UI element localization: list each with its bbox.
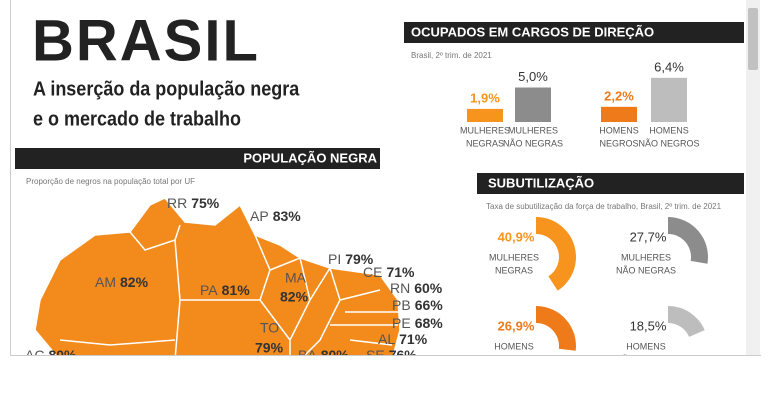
state-code: PA [200, 282, 218, 298]
scrollbar[interactable] [746, 0, 760, 355]
state-label: AL 71% [378, 331, 428, 347]
state-code: RR [167, 195, 187, 211]
category-label: MULHERES [621, 252, 671, 262]
donut-label: 26,9% [498, 318, 535, 333]
state-code: CE [363, 264, 382, 280]
state-code: AC [25, 347, 44, 363]
donut-arc [536, 306, 576, 351]
donut-arc [668, 217, 708, 264]
category-label: NÃO NEGROS [615, 354, 676, 364]
category-label: HOMENS [599, 125, 639, 135]
donut-label: 18,5% [630, 318, 667, 333]
subtitle: e o mercado de trabalho [33, 108, 241, 130]
category-label: MULHERES [460, 125, 510, 135]
note: Brasil, 2º trim. de 2021 [411, 51, 492, 60]
bar-label: 5,0% [518, 69, 548, 84]
state-label: AM 82% [95, 274, 149, 290]
state-code: AP [250, 208, 269, 224]
section-bar [404, 22, 744, 43]
state-code: TO [260, 320, 279, 336]
state-label: PA 81% [200, 282, 250, 298]
state-label: PE 68% [392, 315, 443, 331]
state-label: PI 79% [328, 251, 374, 267]
state-label: AP 83% [250, 208, 301, 224]
category-label: NÃO NEGRAS [616, 265, 676, 275]
map [34, 197, 401, 355]
bar-label: 2,2% [604, 88, 634, 103]
state-code: RN [390, 280, 410, 296]
state-pct: 82% [120, 274, 149, 290]
state-code: SE [366, 347, 385, 363]
frame-left [10, 0, 11, 356]
bar [515, 87, 551, 122]
donut-arc [536, 217, 576, 291]
bar [467, 108, 503, 122]
state-pct: 75% [191, 195, 220, 211]
state-pct: 81% [222, 282, 251, 298]
state-label: RN 60% [390, 280, 443, 296]
subtitle: A inserção da população negra [33, 78, 300, 100]
state-label: RR 75% [167, 195, 220, 211]
bar-label: 6,4% [654, 59, 684, 74]
state-code: BA [298, 347, 317, 363]
state-code: PB [392, 297, 411, 313]
section-heading: OCUPADOS EM CARGOS DE DIREÇÃO [411, 24, 654, 39]
state-label: PB 66% [392, 297, 443, 313]
category-label: MULHERES [489, 252, 539, 262]
bar [651, 77, 687, 122]
state-pct: 60% [414, 280, 443, 296]
state-code: MA [285, 270, 307, 286]
state-pct: 79% [255, 340, 284, 356]
category-label: NEGROS [494, 354, 533, 364]
scroll-thumb[interactable] [748, 8, 758, 70]
state-code: PE [392, 315, 411, 331]
category-label: NEGRAS [466, 138, 504, 148]
section-heading: SUBUTILIZAÇÃO [488, 175, 594, 190]
section-bar [477, 173, 744, 194]
frame-bottom [10, 355, 761, 356]
category-label: NÃO NEGROS [638, 138, 699, 148]
content: BRASIL A inserção da população negra e o… [15, 8, 744, 364]
state-label: AC 80% [25, 347, 77, 363]
state-code: AM [95, 274, 116, 290]
state-label: SE 76% [366, 347, 417, 363]
donut-label: 27,7% [630, 229, 667, 244]
donut-label: 40,9% [498, 229, 535, 244]
state-pct: 66% [415, 297, 444, 313]
state-pct: 83% [273, 208, 302, 224]
category-label: NEGROS [599, 138, 638, 148]
state-pct: 80% [48, 347, 77, 363]
category-label: HOMENS [626, 341, 666, 351]
state-code: AL [378, 331, 395, 347]
state-label: CE 71% [363, 264, 415, 280]
note: Taxa de subutilização da força de trabal… [486, 202, 722, 211]
state-pct: 68% [415, 315, 444, 331]
note: Proporção de negros na população total p… [26, 177, 195, 186]
state-pct: 79% [345, 251, 374, 267]
donut-arc [668, 306, 705, 337]
bar-label: 1,9% [470, 90, 500, 105]
state-pct: 71% [399, 331, 428, 347]
category-label: NÃO NEGRAS [503, 138, 563, 148]
category-label: NEGRAS [495, 265, 533, 275]
section-bar [15, 148, 380, 169]
state-pct: 80% [321, 347, 350, 363]
state-label: BA 80% [298, 347, 349, 363]
category-label: MULHERES [508, 125, 558, 135]
section-heading: POPULAÇÃO NEGRA [243, 150, 377, 165]
category-label: HOMENS [649, 125, 689, 135]
state-pct: 82% [280, 289, 309, 305]
bar [601, 106, 637, 122]
state-pct: 76% [389, 347, 418, 363]
title: BRASIL [32, 8, 260, 73]
state-code: PI [328, 251, 341, 267]
state-pct: 71% [386, 264, 415, 280]
category-label: HOMENS [494, 341, 534, 351]
